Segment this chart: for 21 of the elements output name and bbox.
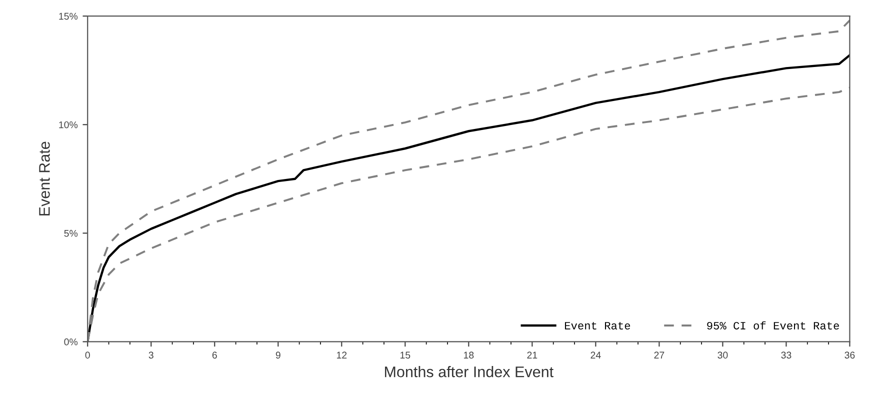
x-tick-label: 0 — [85, 352, 90, 359]
y-tick-label: 15% — [59, 12, 78, 20]
x-tick-label: 27 — [654, 352, 664, 358]
x-tick-label: 6 — [212, 352, 217, 359]
y-tick-label: 0% — [64, 338, 78, 346]
x-tick-label: 36 — [844, 352, 855, 359]
y-tick-label: 5% — [64, 230, 78, 237]
x-tick-label: 9 — [276, 352, 280, 359]
x-tick-label: 33 — [781, 352, 792, 359]
x-tick-label: 12 — [336, 352, 347, 358]
legend-label: Event Rate — [564, 322, 630, 330]
x-tick-label: 18 — [464, 352, 474, 359]
y-axis-title: Event Rate — [39, 142, 50, 216]
x-tick-label: 21 — [527, 352, 538, 358]
x-tick-label: 3 — [148, 352, 154, 359]
y-tick-label: 10% — [59, 121, 78, 128]
x-tick-label: 15 — [400, 352, 410, 359]
x-axis-title: Months after Index Event — [384, 366, 554, 378]
legend-label: 95% CI of Event Rate — [707, 321, 839, 330]
x-tick-label: 30 — [718, 352, 728, 359]
x-tick-label: 24 — [590, 352, 601, 358]
